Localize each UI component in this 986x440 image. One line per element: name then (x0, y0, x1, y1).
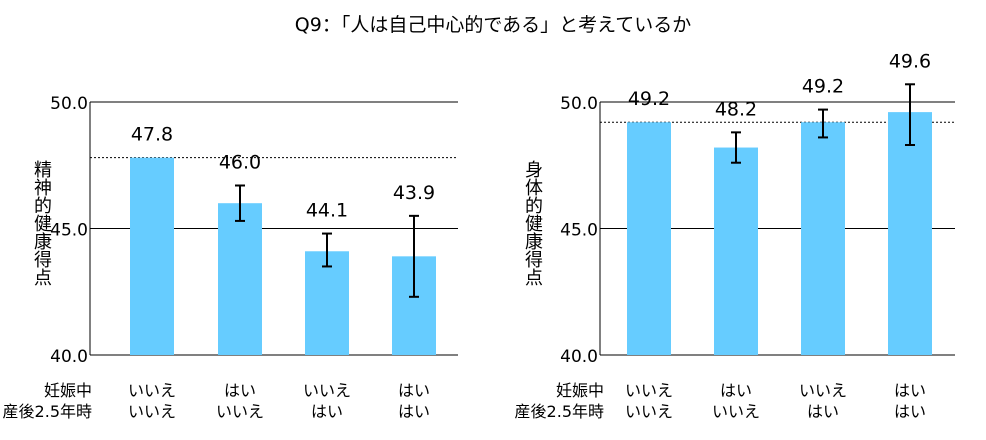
chart2-category-label: はい (719, 381, 752, 400)
chart2-value-label: 49.6 (889, 50, 931, 72)
chart2-value-label: 49.2 (628, 88, 670, 110)
chart1-category-label: はい (397, 381, 430, 400)
chart1-value-label: 47.8 (131, 124, 173, 146)
chart2-row-label: 産後2.5年時 (514, 402, 604, 421)
chart2-category-label: いいえ (624, 381, 673, 400)
chart1-ytick-label: 50.0 (50, 94, 88, 114)
figure-title: Q9：「人は自己中心的である」と考えているか (294, 14, 692, 36)
chart2-category-label: いいえ (798, 381, 847, 400)
chart1-category-label: いいえ (127, 402, 176, 421)
chart1-bar (130, 157, 174, 355)
chart1-category-label: はい (397, 402, 430, 421)
chart1-row-label: 産後2.5年時 (2, 402, 92, 421)
chart1-ytick-label: 40.0 (50, 347, 88, 367)
chart1-ylabel: 精神的健康得点 (31, 160, 52, 286)
chart2-category-label: いいえ (624, 402, 673, 421)
chart1-value-label: 43.9 (393, 182, 435, 204)
chart2-bar (627, 122, 671, 356)
chart2-category-label: はい (893, 402, 926, 421)
chart2-bar (801, 122, 845, 356)
chart1-value-label: 44.1 (306, 200, 348, 222)
chart2-value-label: 48.2 (715, 98, 757, 120)
chart1-ytick-label: 45.0 (50, 221, 88, 241)
chart1-category-label: はい (310, 402, 343, 421)
chart2-ytick-label: 50.0 (560, 94, 598, 114)
chart2-ytick-label: 40.0 (560, 347, 598, 367)
chart2-row-label: 妊娠中 (555, 381, 604, 400)
chart1-row-label: 妊娠中 (43, 381, 92, 400)
chart2-category-label: はい (806, 402, 839, 421)
chart2-category-label: いいえ (711, 402, 760, 421)
chart1-bar (305, 251, 349, 355)
chart1-category-label: いいえ (127, 381, 176, 400)
chart1-value-label: 46.0 (219, 151, 261, 173)
chart2-ylabel: 身体的健康得点 (522, 160, 543, 286)
chart2-category-label: はい (893, 381, 926, 400)
chart2-bar (888, 112, 932, 356)
chart1-bar (218, 203, 262, 355)
chart1-category-label: いいえ (215, 402, 264, 421)
chart2-ytick-label: 45.0 (560, 221, 598, 241)
chart2-value-label: 49.2 (802, 76, 844, 98)
chart1-category-label: いいえ (302, 381, 351, 400)
chart2-bar (714, 147, 758, 355)
chart1-category-label: はい (223, 381, 256, 400)
